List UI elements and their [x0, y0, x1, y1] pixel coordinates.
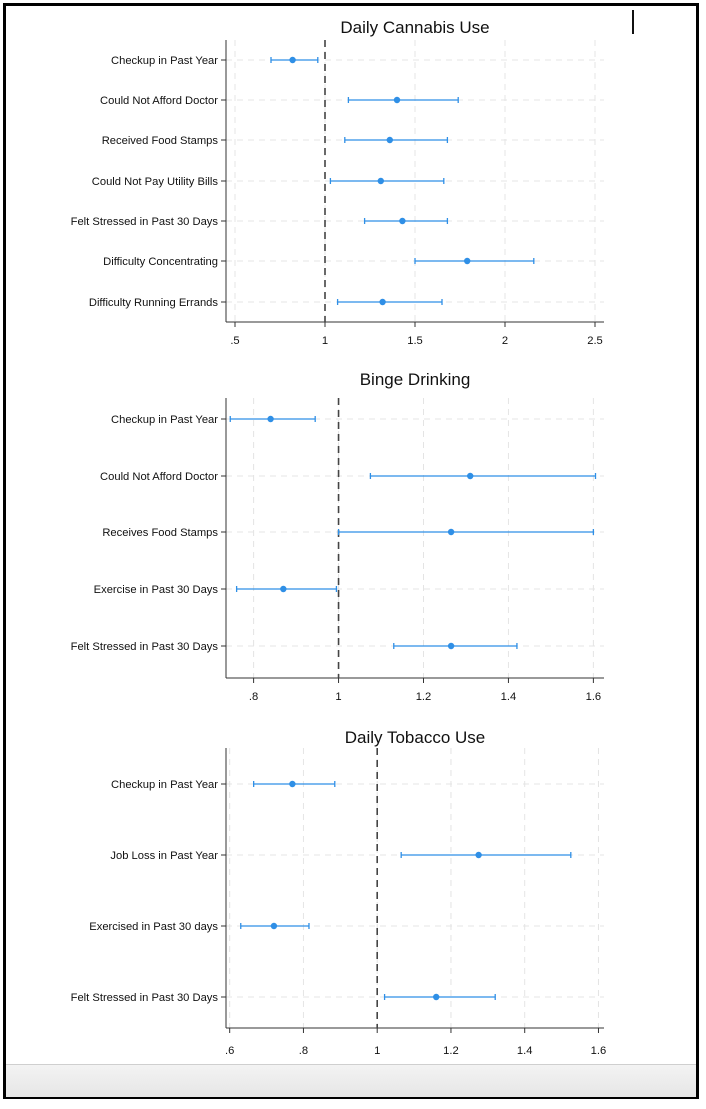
category-label: Felt Stressed in Past 30 Days	[71, 216, 219, 228]
x-tick-label: 1.4	[501, 691, 517, 703]
category-label: Checkup in Past Year	[111, 414, 218, 426]
category-label: Job Loss in Past Year	[110, 850, 218, 862]
x-tick-label: 2	[502, 335, 508, 347]
point-estimate	[289, 56, 296, 64]
point-estimate	[464, 257, 471, 265]
category-label: Felt Stressed in Past 30 Days	[71, 641, 219, 653]
panel-title: Daily Tobacco Use	[345, 728, 485, 747]
category-label: Checkup in Past Year	[111, 779, 218, 791]
panel-title: Binge Drinking	[360, 370, 471, 389]
x-tick-label: .6	[225, 1045, 234, 1057]
category-label: Exercise in Past 30 Days	[94, 584, 219, 596]
point-estimate	[270, 922, 278, 930]
category-label: Received Food Stamps	[102, 135, 219, 147]
point-estimate	[280, 585, 287, 593]
x-tick-label: 1.6	[591, 1045, 607, 1057]
category-label: Could Not Afford Doctor	[100, 471, 218, 483]
x-tick-label: 1	[322, 335, 328, 347]
window-bottom-strip	[6, 1064, 696, 1097]
x-tick-label: .8	[299, 1045, 308, 1057]
point-estimate	[433, 993, 440, 1001]
category-label: Difficulty Concentrating	[103, 256, 218, 268]
point-estimate	[289, 780, 296, 788]
point-estimate	[467, 472, 474, 480]
x-tick-label: 1	[335, 691, 341, 703]
text-cursor	[632, 10, 634, 34]
point-estimate	[377, 177, 384, 185]
point-estimate	[399, 217, 406, 225]
category-label: Could Not Afford Doctor	[100, 95, 218, 107]
panel-3: Daily Tobacco Use Checkup in Past Year Job…	[71, 728, 607, 1057]
category-label: Difficulty Running Errands	[89, 297, 219, 309]
panel-1: Daily Cannabis Use Checkup in Past Year Co…	[71, 18, 604, 347]
category-label: Exercised in Past 30 days	[89, 921, 218, 933]
x-tick-label: 1.2	[443, 1045, 459, 1057]
x-tick-label: 1	[374, 1045, 380, 1057]
point-estimate	[475, 851, 482, 859]
point-estimate	[447, 528, 455, 536]
panel-title: Daily Cannabis Use	[340, 18, 489, 37]
x-tick-label: .8	[249, 691, 258, 703]
x-tick-label: 2.5	[587, 335, 603, 347]
category-label: Felt Stressed in Past 30 Days	[71, 992, 219, 1004]
point-estimate	[386, 136, 393, 144]
category-label: Could Not Pay Utility Bills	[92, 176, 219, 188]
point-estimate	[379, 298, 386, 306]
x-tick-label: 1.6	[586, 691, 602, 703]
category-label: Checkup in Past Year	[111, 55, 218, 67]
category-label: Receives Food Stamps	[102, 527, 218, 539]
x-tick-label: .5	[230, 335, 239, 347]
x-tick-label: 1.4	[517, 1045, 533, 1057]
x-tick-label: 1.2	[416, 691, 432, 703]
x-tick-label: 1.5	[407, 335, 423, 347]
figure-frame	[3, 3, 699, 1099]
point-estimate	[447, 642, 455, 650]
point-estimate	[393, 96, 401, 104]
panel-2: Binge Drinking Checkup in Past Year Could …	[71, 370, 604, 703]
point-estimate	[267, 415, 274, 423]
